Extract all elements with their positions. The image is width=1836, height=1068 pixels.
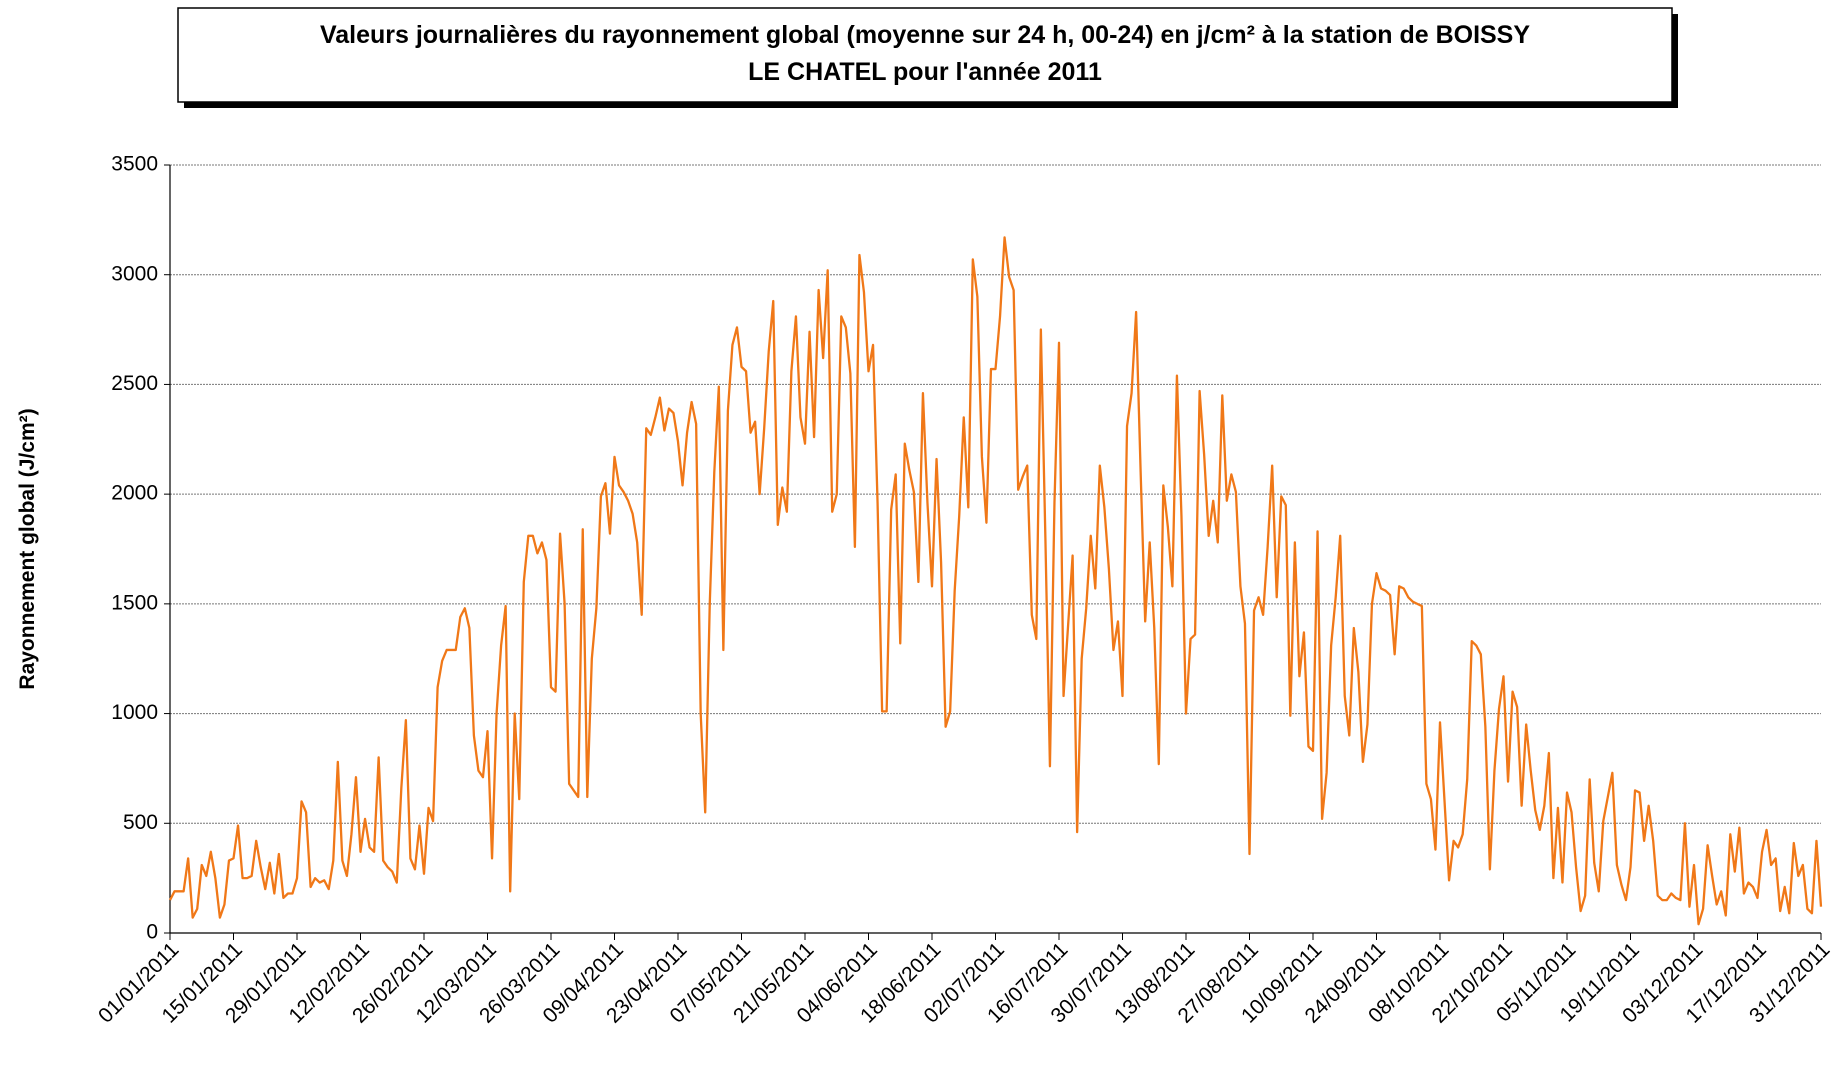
y-tick-label: 1000 [111, 701, 158, 724]
data-line [168, 236, 1823, 926]
chart-title: LE CHATEL pour l'année 2011 [748, 58, 1102, 86]
y-tick-label: 2000 [111, 482, 158, 505]
title-box [177, 7, 1673, 103]
y-tick-label: 0 [146, 921, 158, 944]
y-tick-label: 1500 [111, 591, 158, 614]
y-tick-label: 3500 [111, 153, 158, 176]
y-tick-label: 2500 [111, 372, 158, 395]
chart-title: Valeurs journalières du rayonnement glob… [320, 21, 1530, 49]
y-tick-label: 3000 [111, 262, 158, 285]
y-axis-label: Rayonnement global (J/cm²) [16, 408, 39, 689]
y-tick-label: 500 [123, 811, 158, 834]
